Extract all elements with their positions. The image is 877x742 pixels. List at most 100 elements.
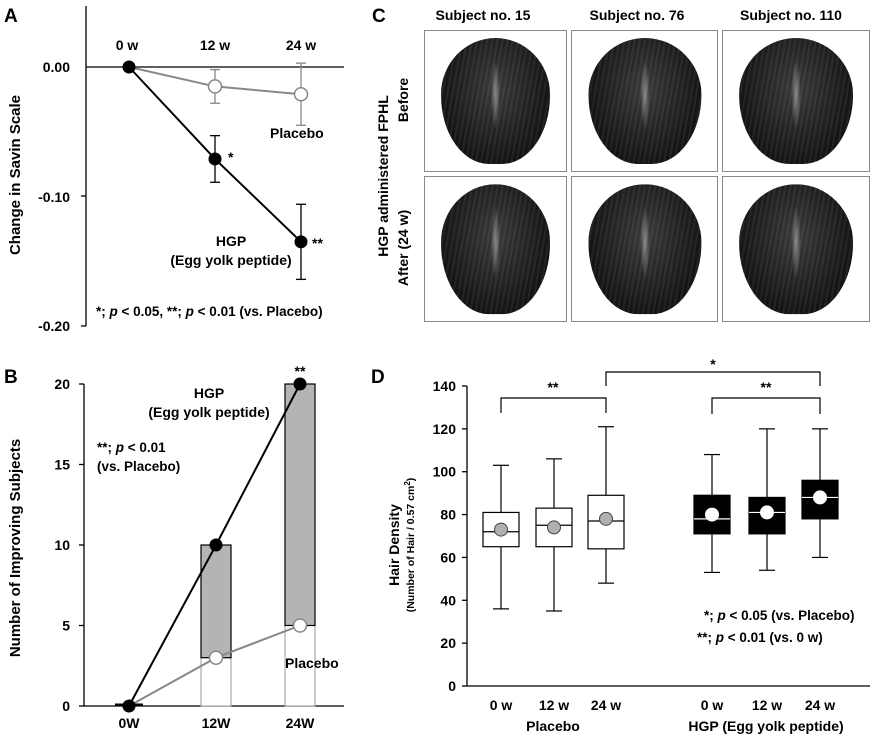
photo-s110-before — [722, 30, 870, 172]
panel-b-xcat-2: 24W — [286, 715, 316, 731]
panel-b-ytick-1: 5 — [62, 618, 70, 634]
panel-d-ytick-1: 20 — [440, 635, 456, 651]
panel-b-point-hgp-1 — [209, 538, 223, 552]
panel-d-ytick-7: 140 — [433, 378, 457, 394]
panel-d-xcat-p0: 0 w — [490, 697, 513, 713]
panel-b-bar-placebo-1 — [200, 657, 232, 707]
panel-d-mean-placebo-1 — [547, 520, 561, 535]
panel-b-sig-24w: ** — [295, 363, 306, 379]
panel-d-bracket-hgp-sig: ** — [761, 379, 772, 395]
panel-d-marks — [482, 426, 839, 612]
panel-d-ytick-5: 100 — [433, 464, 457, 480]
photo-s15-after — [424, 176, 567, 322]
panel-b-ytick-0: 0 — [62, 698, 70, 714]
panel-d-group-placebo: Placebo — [526, 718, 580, 734]
panel-a-hgp-label-1: HGP — [216, 233, 246, 249]
panel-a-marks — [122, 60, 309, 281]
panel-d-xcat-h0: 0 w — [701, 697, 724, 713]
panel-b-ytick-3: 15 — [54, 457, 70, 473]
hair-image — [739, 38, 853, 164]
panel-a-point-placebo-1 — [207, 79, 223, 94]
panel-a: A Change in Savin Scale 0.00 -0.10 -0.20… — [4, 6, 344, 334]
panel-d-bracket-placebo — [500, 397, 607, 413]
panel-a-ytick-0: 0.00 — [43, 59, 70, 75]
panel-b-hgp-label-2: (Egg yolk peptide) — [148, 404, 269, 420]
panel-b-yticks: 0 5 10 15 20 — [54, 376, 84, 714]
photo-s15-before — [424, 30, 567, 172]
hair-image — [440, 38, 551, 164]
panel-c-side-label: HGP administered FPHL — [375, 95, 391, 257]
panel-d-mean-placebo-2 — [599, 511, 613, 526]
panel-a-label: A — [4, 6, 18, 27]
panel-d-bracket-hgp — [711, 397, 821, 414]
panel-d-ytick-3: 60 — [440, 549, 456, 565]
panel-b-hgp-label-1: HGP — [194, 385, 224, 401]
panel-b-marks — [115, 377, 316, 713]
panel-b-point-placebo-2 — [292, 618, 308, 633]
panel-d-footnote-1: *; p < 0.05 (vs. Placebo) — [704, 608, 854, 623]
panel-a-ytick-1: -0.10 — [38, 189, 70, 205]
panel-c-col-3: Subject no. 110 — [740, 7, 842, 23]
photo-s110-after — [722, 176, 870, 322]
panel-d-mean-hgp-1 — [760, 505, 774, 520]
panel-d-mean-hgp-2 — [813, 490, 827, 505]
hair-image — [440, 184, 551, 314]
panel-a-point-placebo-2 — [293, 86, 309, 102]
panel-b-bar-diff-1 — [200, 544, 232, 659]
panel-c-row-after: After (24 w) — [395, 210, 411, 286]
panel-a-footnote: *; p < 0.05, **; p < 0.01 (vs. Placebo) — [96, 304, 323, 319]
panel-d-bracket-between — [605, 371, 821, 386]
panel-b-footnote-1: **; p < 0.01 — [97, 440, 166, 455]
panel-d-mean-hgp-0 — [705, 507, 719, 522]
hair-image — [587, 38, 702, 164]
panel-b-point-placebo-1 — [208, 650, 224, 665]
panel-d-ytick-0: 0 — [448, 678, 456, 694]
panel-d-yticks: 0 20 40 60 80 100 120 140 — [433, 378, 467, 694]
panel-b-ytick-2: 10 — [54, 537, 70, 553]
panel-a-sig-24w: ** — [312, 235, 323, 251]
panel-c-label: C — [372, 6, 386, 27]
panel-a-hgp-label-2: (Egg yolk peptide) — [170, 252, 291, 268]
panel-c-row-before: Before — [395, 78, 411, 123]
panel-a-point-hgp-1 — [208, 152, 222, 166]
panel-a-placebo-label: Placebo — [270, 125, 324, 141]
photo-s76-before — [571, 30, 718, 172]
panel-d-group-hgp: HGP (Egg yolk peptide) — [688, 718, 843, 734]
panel-b-xcat-0: 0W — [119, 715, 141, 731]
panel-d-xcat-p2: 24 w — [591, 697, 621, 713]
hair-image — [587, 184, 702, 314]
panel-d-ytick-2: 40 — [440, 592, 456, 608]
photo-s76-after — [571, 176, 718, 322]
panel-a-point-hgp-0 — [122, 60, 136, 74]
panel-a-xcat-0: 0 w — [116, 37, 139, 53]
panel-b-ytick-4: 20 — [54, 376, 70, 392]
panel-d-ytick-4: 80 — [440, 507, 456, 523]
panel-a-ytick-2: -0.20 — [38, 318, 70, 334]
panel-b-footnote-2: (vs. Placebo) — [97, 459, 180, 474]
panel-b-bar-diff-2 — [284, 383, 316, 627]
panel-b: B Number of Improving Subjects 05101520 … — [4, 363, 344, 731]
panel-d-label: D — [371, 367, 385, 388]
panel-d-xcat-h1: 12 w — [752, 697, 782, 713]
panel-c-col-2: Subject no. 76 — [590, 7, 685, 23]
panel-b-ylabel: Number of Improving Subjects — [7, 439, 24, 657]
panel-b-xcat-1: 12W — [202, 715, 232, 731]
panel-d-ytick-6: 120 — [433, 421, 457, 437]
panel-a-ylabel: Change in Savin Scale — [7, 95, 24, 255]
hair-image — [739, 184, 853, 314]
panel-d-bracket-placebo-sig: ** — [548, 379, 559, 395]
panel-b-point-hgp-2 — [293, 377, 307, 391]
panel-d-mean-placebo-0 — [494, 522, 508, 537]
panel-a-sig-12w: * — [228, 149, 234, 165]
panel-d-xcat-h2: 24 w — [805, 697, 835, 713]
panel-d-ylabel-2: (Number of Hair / 0.57 cm2) — [403, 478, 417, 613]
panel-c-col-1: Subject no. 15 — [436, 7, 531, 23]
panel-b-placebo-label: Placebo — [285, 655, 339, 671]
panel-d: D Hair Density (Number of Hair / 0.57 cm… — [371, 356, 870, 734]
panel-d-bracket-between-sig: * — [710, 356, 716, 372]
panel-c: C Subject no. 15 Subject no. 76 Subject … — [372, 6, 842, 286]
panel-a-point-hgp-2 — [294, 235, 308, 249]
panel-b-bar-placebo-2 — [284, 625, 316, 707]
panel-d-ylabel-1: Hair Density — [386, 504, 402, 586]
panel-b-point-hgp-0 — [122, 699, 136, 713]
